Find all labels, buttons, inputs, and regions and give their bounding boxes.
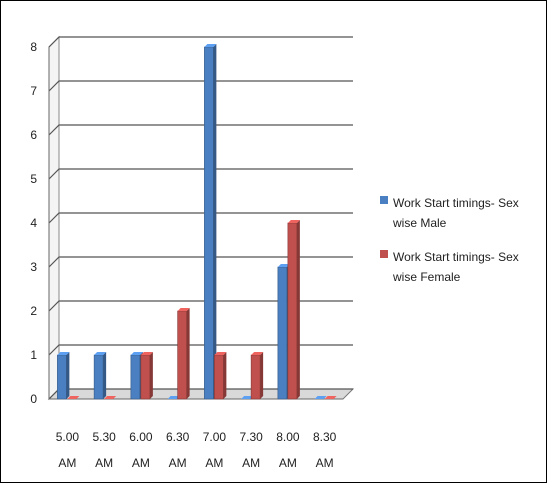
bar-top-female [251,352,264,355]
bar-side-male [103,352,107,399]
x-tick-label: AM [279,456,297,470]
bar-female [214,354,224,400]
bar-side-female [296,220,300,399]
x-tick-label: AM [95,456,113,470]
bar-side-female [149,352,153,399]
bar-top-male [314,396,327,399]
gridline [48,300,353,312]
bar-top-male [94,352,107,355]
bar-side-female [223,352,227,399]
bar-top-female [67,396,80,399]
y-tick-label: 4 [30,216,37,230]
y-tick-label: 6 [30,128,37,142]
y-tick-label: 8 [30,40,37,54]
bar-female [177,310,187,400]
bar-side-male [213,44,217,399]
gridline [48,344,353,356]
x-tick-label: 6.00 [129,430,153,444]
x-tick-label: AM [132,456,150,470]
y-tick-label: 0 [30,392,37,406]
bar-male [130,354,141,400]
x-tick-label: AM [169,456,187,470]
x-tick-label: AM [316,456,334,470]
x-tick-label: 5.30 [92,430,116,444]
bar-top-male [167,396,180,399]
bar-top-male [57,352,70,355]
gridline [48,124,353,136]
bar-side-female [186,308,190,399]
bar-male [204,46,214,400]
legend-item-female: Work Start timings- Sex wise Female [380,247,545,287]
bar-top-male [204,44,217,47]
bar-male [93,354,104,400]
y-tick-label: 1 [30,348,37,362]
bar-top-female [104,396,117,399]
legend-label-male: Work Start timings- Sex wise Male [393,196,519,230]
chart-legend: Work Start timings- Sex wise Male Work S… [380,193,545,301]
bar-top-male [130,352,143,355]
bar-female [250,354,261,400]
chart-plot: 0 1 2 3 4 5 6 7 8 5.00 AM 5.30 AM 6.00 AM 6.30 AM 7.00 AM 7… [30,35,355,470]
y-tick-label: 5 [30,172,37,186]
legend-swatch-female [380,250,388,258]
y-tick-label: 7 [30,84,37,98]
x-tick-label: 5.00 [56,430,80,444]
bar-top-female [214,352,227,355]
bar-female [287,222,298,400]
gridline [48,256,353,268]
legend-item-male: Work Start timings- Sex wise Male [380,193,545,233]
x-tick-label: AM [242,456,260,470]
y-tick-label: 3 [30,260,37,274]
bar-male [57,354,67,400]
x-tick-label: 7.30 [239,430,263,444]
bar-side-female [260,352,264,399]
gridline [48,212,353,224]
y-tick-label: 2 [30,304,37,318]
x-tick-label: 7.00 [203,430,227,444]
bar-top-female [287,220,300,223]
x-tick-label: AM [205,456,223,470]
x-tick-label: AM [58,456,76,470]
x-tick-label: 6.30 [166,430,190,444]
gridline [48,36,353,48]
bar-side-male [66,352,70,399]
bar-female [140,354,151,400]
bar-top-female [140,352,153,355]
bar-top-female [324,396,337,399]
bar-male [277,266,288,400]
legend-swatch-male [380,196,388,204]
x-tick-label: 8.30 [313,430,337,444]
gridline [48,80,353,92]
bar-top-male [277,264,290,267]
legend-label-female: Work Start timings- Sex wise Female [393,250,519,284]
gridline [48,168,353,180]
x-tick-label: 8.00 [276,430,300,444]
bar-top-female [177,308,190,311]
bar-top-male [241,396,254,399]
